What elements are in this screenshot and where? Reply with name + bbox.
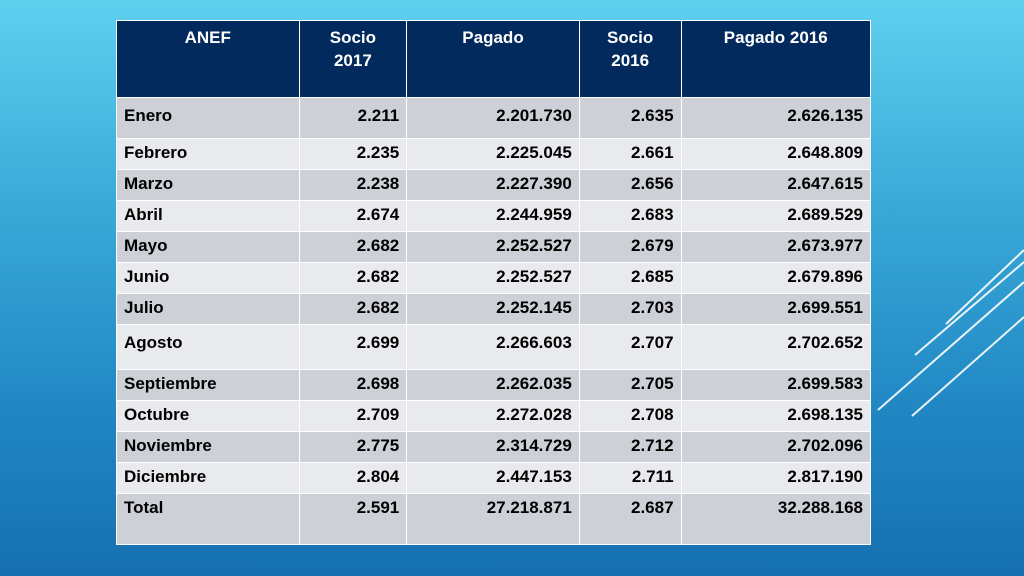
pagado-2016-cell: 2.817.190 [680,462,872,494]
table-row: Mayo 2.682 2.252.527 2.679 2.673.977 [116,231,872,263]
table-row: Octubre 2.709 2.272.028 2.708 2.698.135 [116,400,872,432]
socio-2016-total-cell: 2.687 [578,493,682,545]
pagado-cell: 2.225.045 [406,138,580,170]
table-row: Febrero 2.235 2.225.045 2.661 2.648.809 [116,138,872,170]
total-row: Total 2.591 27.218.871 2.687 32.288.168 [116,493,872,545]
month-cell: Marzo [116,169,300,201]
pagado-cell: 2.272.028 [406,400,580,432]
table-row: Diciembre 2.804 2.447.153 2.711 2.817.19… [116,462,872,494]
pagado-2016-cell: 2.699.583 [680,369,872,401]
socio-2017-total-cell: 2.591 [298,493,408,545]
month-cell: Mayo [116,231,300,263]
pagado-2016-cell: 2.626.135 [680,97,872,139]
table-row: Julio 2.682 2.252.145 2.703 2.699.551 [116,293,872,325]
socio-2016-cell: 2.685 [578,262,682,294]
month-cell: Diciembre [116,462,300,494]
pagado-cell: 2.252.527 [406,231,580,263]
socio-2016-cell: 2.707 [578,324,682,370]
socio-2016-cell: 2.683 [578,200,682,232]
total-label-cell: Total [116,493,300,545]
socio-2017-cell: 2.674 [298,200,408,232]
pagado-cell: 2.262.035 [406,369,580,401]
pagado-2016-cell: 2.679.896 [680,262,872,294]
socio-2016-cell: 2.635 [578,97,682,139]
header-pagado-2016: Pagado 2016 [680,20,872,98]
pagado-cell: 2.227.390 [406,169,580,201]
header-row: ANEF Socio 2017 Pagado Socio 2016 Pagado… [116,20,872,98]
pagado-total-cell: 27.218.871 [406,493,580,545]
pagado-2016-cell: 2.702.096 [680,431,872,463]
header-pagado-label: Pagado [462,28,524,47]
month-cell: Enero [116,97,300,139]
payments-table: ANEF Socio 2017 Pagado Socio 2016 Pagado… [116,20,872,545]
socio-2016-cell: 2.679 [578,231,682,263]
socio-2017-cell: 2.698 [298,369,408,401]
pagado-cell: 2.314.729 [406,431,580,463]
pagado-cell: 2.201.730 [406,97,580,139]
pagado-2016-cell: 2.699.551 [680,293,872,325]
socio-2017-cell: 2.235 [298,138,408,170]
month-cell: Octubre [116,400,300,432]
pagado-cell: 2.244.959 [406,200,580,232]
socio-2016-cell: 2.711 [578,462,682,494]
table-row: Marzo 2.238 2.227.390 2.656 2.647.615 [116,169,872,201]
socio-2016-cell: 2.705 [578,369,682,401]
table-row: Agosto 2.699 2.266.603 2.707 2.702.652 [116,324,872,370]
pagado-cell: 2.447.153 [406,462,580,494]
pagado-2016-cell: 2.647.615 [680,169,872,201]
socio-2017-cell: 2.682 [298,293,408,325]
month-cell: Abril [116,200,300,232]
pagado-cell: 2.252.145 [406,293,580,325]
month-cell: Febrero [116,138,300,170]
month-cell: Noviembre [116,431,300,463]
table-row: Abril 2.674 2.244.959 2.683 2.689.529 [116,200,872,232]
header-socio-2017: Socio 2017 [298,20,408,98]
header-anef-label: ANEF [184,28,231,47]
header-pagado: Pagado [406,20,580,98]
pagado-cell: 2.266.603 [406,324,580,370]
month-cell: Julio [116,293,300,325]
pagado-cell: 2.252.527 [406,262,580,294]
month-cell: Junio [116,262,300,294]
month-cell: Septiembre [116,369,300,401]
pagado-2016-total-cell: 32.288.168 [680,493,872,545]
header-socio-2017-label: Socio 2017 [329,28,377,70]
header-anef: ANEF [116,20,300,98]
socio-2017-cell: 2.775 [298,431,408,463]
socio-2017-cell: 2.699 [298,324,408,370]
table-row: Septiembre 2.698 2.262.035 2.705 2.699.5… [116,369,872,401]
socio-2016-cell: 2.712 [578,431,682,463]
pagado-2016-cell: 2.689.529 [680,200,872,232]
pagado-2016-cell: 2.698.135 [680,400,872,432]
socio-2016-cell: 2.656 [578,169,682,201]
header-socio-2016-label: Socio 2016 [607,28,654,70]
table-row: Noviembre 2.775 2.314.729 2.712 2.702.09… [116,431,872,463]
socio-2016-cell: 2.661 [578,138,682,170]
header-pagado-2016-label: Pagado 2016 [723,28,828,47]
pagado-2016-cell: 2.702.652 [680,324,872,370]
socio-2017-cell: 2.238 [298,169,408,201]
month-cell: Agosto [116,324,300,370]
socio-2016-cell: 2.703 [578,293,682,325]
socio-2017-cell: 2.804 [298,462,408,494]
pagado-2016-cell: 2.673.977 [680,231,872,263]
pagado-2016-cell: 2.648.809 [680,138,872,170]
table-row: Junio 2.682 2.252.527 2.685 2.679.896 [116,262,872,294]
header-socio-2016: Socio 2016 [578,20,682,98]
socio-2017-cell: 2.682 [298,262,408,294]
table-row: Enero 2.211 2.201.730 2.635 2.626.135 [116,97,872,139]
socio-2017-cell: 2.211 [298,97,408,139]
socio-2017-cell: 2.682 [298,231,408,263]
socio-2016-cell: 2.708 [578,400,682,432]
socio-2017-cell: 2.709 [298,400,408,432]
